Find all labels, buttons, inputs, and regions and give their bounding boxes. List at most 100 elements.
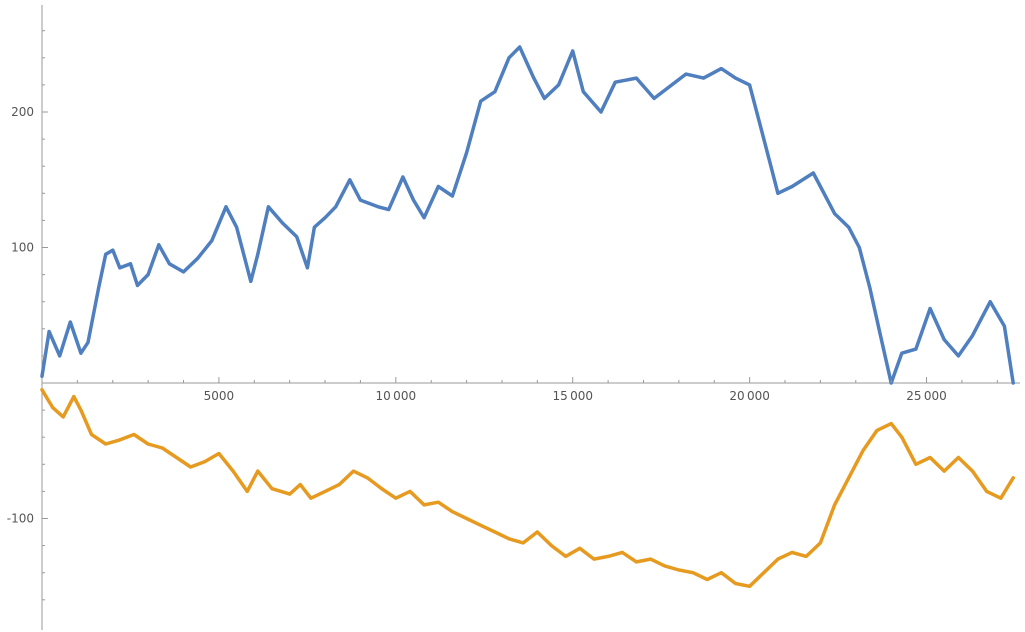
series-2-point xyxy=(847,476,850,479)
series-2-point xyxy=(217,452,220,455)
series-1-point xyxy=(847,226,850,229)
series-1-point xyxy=(600,111,603,114)
series-2-point xyxy=(890,422,893,425)
series-2-point xyxy=(635,560,638,563)
series-2-point xyxy=(1012,476,1015,479)
series-1-point xyxy=(111,249,114,252)
series-2-point xyxy=(394,497,397,500)
series-1-point xyxy=(748,83,751,86)
series-2-point xyxy=(104,443,107,446)
series-2-point xyxy=(564,555,567,558)
series-2-point xyxy=(914,463,917,466)
series-2-point xyxy=(900,436,903,439)
y-tick-label: 100 xyxy=(11,241,34,255)
series-2-point xyxy=(957,456,960,459)
series-2-point xyxy=(550,544,553,547)
series-line-2 xyxy=(42,390,1013,587)
series-2-point xyxy=(118,438,121,441)
series-2-point xyxy=(423,503,426,506)
series-2-point xyxy=(352,470,355,473)
x-tick-label: 10 000 xyxy=(376,389,417,403)
series-1-point xyxy=(334,205,337,208)
series-1-point xyxy=(653,97,656,100)
series-1-point xyxy=(182,270,185,273)
series-2-point xyxy=(62,415,65,418)
series-2-point xyxy=(51,406,54,409)
series-1-point xyxy=(313,226,316,229)
series-1-point xyxy=(943,338,946,341)
series-1-point xyxy=(1003,325,1006,328)
series-1-point xyxy=(465,151,468,154)
series-1-point xyxy=(900,352,903,355)
series-1-point xyxy=(249,280,252,283)
series-2-point xyxy=(929,456,932,459)
series-2-point xyxy=(271,487,274,490)
series-2-point xyxy=(189,466,192,469)
x-tick-label: 20 000 xyxy=(729,389,770,403)
series-1-point xyxy=(401,176,404,179)
series-1-point xyxy=(87,341,90,344)
series-2-point xyxy=(791,551,794,554)
series-line-1 xyxy=(42,47,1013,383)
series-2-point xyxy=(133,433,136,436)
ticks-layer: 5000 10 000 15 000 20 000 25 000 -100 100 200 xyxy=(7,31,998,600)
series-2-point xyxy=(607,555,610,558)
series-1-point xyxy=(833,212,836,215)
series-2-point xyxy=(324,490,327,493)
series-2-point xyxy=(299,483,302,486)
series-2-point xyxy=(147,443,150,446)
series-1-point xyxy=(734,77,737,80)
series-1-point xyxy=(670,83,673,86)
series-1-point xyxy=(1012,382,1015,385)
series-1-point xyxy=(256,253,259,256)
series-1-point xyxy=(348,178,351,181)
series-2-point xyxy=(971,470,974,473)
series-1-point xyxy=(518,46,521,49)
series-2-point xyxy=(90,433,93,436)
series-2-point xyxy=(522,541,525,544)
series-2-point xyxy=(692,571,695,574)
series-1-point xyxy=(295,235,298,238)
series-2-point xyxy=(578,547,581,550)
y-tick-label: -100 xyxy=(7,512,34,526)
series-1-point xyxy=(129,262,132,265)
series-1-point xyxy=(989,300,992,303)
series-1-point xyxy=(508,56,511,59)
series-2-point xyxy=(175,456,178,459)
series-2-point xyxy=(256,470,259,473)
series-1-point xyxy=(684,73,687,76)
series-2-point xyxy=(748,585,751,588)
series-2-point xyxy=(232,470,235,473)
series-2-point xyxy=(493,531,496,534)
series-1-point xyxy=(423,216,426,219)
series-1-point xyxy=(281,222,284,225)
series-1-point xyxy=(69,321,72,324)
series-1-point xyxy=(791,185,794,188)
series-1-point xyxy=(210,239,213,242)
series-1-point xyxy=(58,354,61,357)
series-2-point xyxy=(663,564,666,567)
series-1-point xyxy=(48,330,51,333)
series-1-point xyxy=(437,185,440,188)
series-2-point xyxy=(833,503,836,506)
series-2-point xyxy=(465,517,468,520)
series-1-point xyxy=(377,205,380,208)
series-2-point xyxy=(79,409,82,412)
series-1-point xyxy=(532,77,535,80)
series-1-point xyxy=(79,352,82,355)
series-1-point xyxy=(493,90,496,93)
series-1-point xyxy=(41,375,44,378)
series-2-point xyxy=(999,497,1002,500)
series-1-point xyxy=(225,205,228,208)
series-2-point xyxy=(720,571,723,574)
series-2-point xyxy=(943,470,946,473)
series-1-point xyxy=(412,199,415,202)
series-1-point xyxy=(702,77,705,80)
series-1-point xyxy=(267,205,270,208)
series-1-point xyxy=(776,192,779,195)
series-1-point xyxy=(614,81,617,84)
series-2-point xyxy=(876,429,879,432)
series-1-point xyxy=(168,262,171,265)
series-1-point xyxy=(157,243,160,246)
